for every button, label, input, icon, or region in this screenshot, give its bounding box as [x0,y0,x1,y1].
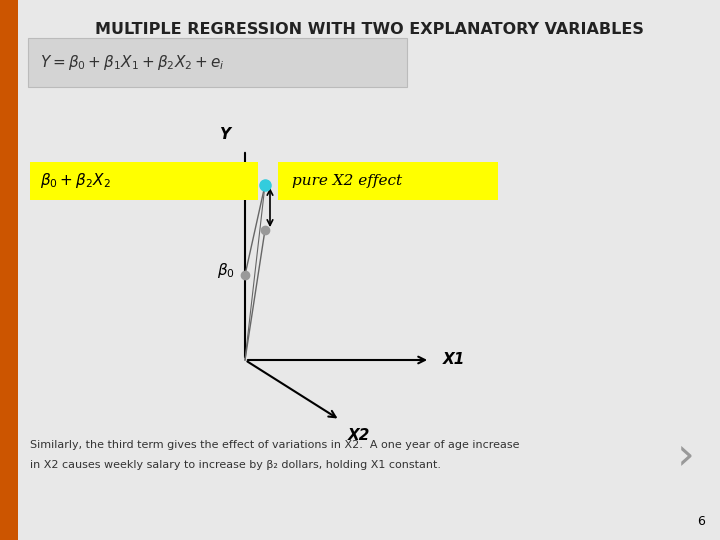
FancyBboxPatch shape [30,162,258,200]
Text: pure X2 effect: pure X2 effect [292,174,402,188]
Text: in X2 causes weekly salary to increase by β₂ dollars, holding X1 constant.: in X2 causes weekly salary to increase b… [30,460,441,470]
Text: Similarly, the third term gives the effect of variations in X2.  A one year of a: Similarly, the third term gives the effe… [30,440,520,450]
FancyBboxPatch shape [278,162,498,200]
Text: Y: Y [219,127,230,142]
Text: $\beta_0 + \beta_2 X_2$: $\beta_0 + \beta_2 X_2$ [40,172,111,191]
FancyBboxPatch shape [28,38,407,87]
Text: ›: › [677,435,695,478]
FancyBboxPatch shape [18,0,720,540]
Text: $Y = \beta_0 + \beta_1 X_1 + \beta_2 X_2 + e_i$: $Y = \beta_0 + \beta_1 X_1 + \beta_2 X_2… [40,53,225,72]
Text: $\beta_0$: $\beta_0$ [217,260,235,280]
Text: X1: X1 [443,353,465,368]
Text: 6: 6 [697,515,705,528]
FancyBboxPatch shape [0,0,18,540]
Text: X2: X2 [348,428,370,443]
Text: MULTIPLE REGRESSION WITH TWO EXPLANATORY VARIABLES: MULTIPLE REGRESSION WITH TWO EXPLANATORY… [94,22,644,37]
